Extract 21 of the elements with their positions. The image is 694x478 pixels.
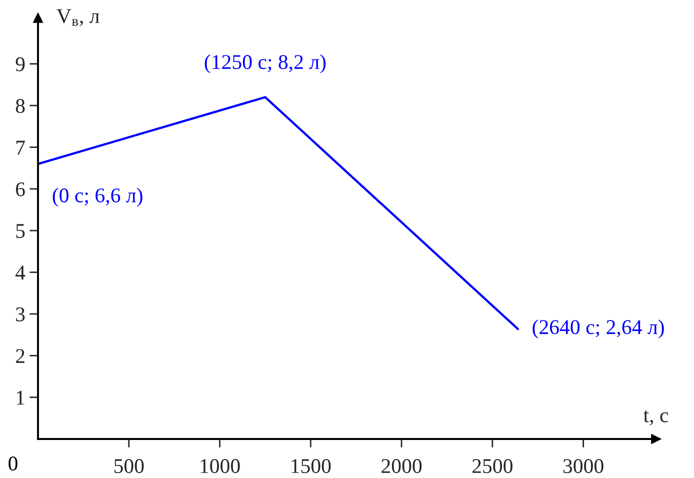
x-tick-label: 2500: [472, 459, 512, 474]
y-tick-label: 6: [16, 182, 25, 196]
x-tick-label: 2000: [382, 459, 422, 474]
annotation: (1250 с; 8,2 л): [204, 54, 326, 74]
y-tick-label: 8: [16, 98, 25, 113]
y-tick-label: 1: [16, 390, 24, 405]
x-axis-title: t, с: [643, 410, 668, 426]
x-tick-label: 1000: [200, 459, 240, 474]
x-tick-label: 3000: [563, 459, 604, 474]
x-tick-label: 1500: [292, 459, 331, 474]
annotation: (0 с; 6,6 л): [52, 188, 142, 207]
y-tick-label: 2: [16, 349, 24, 363]
text: 0: [8, 456, 18, 471]
annotation: (2640 с; 2,64 л): [532, 320, 664, 338]
y-tick-label: 9: [16, 57, 25, 72]
y-tick-label: 3: [16, 307, 25, 322]
y-tick-label: 7: [16, 140, 25, 154]
y-tick-label: 5: [16, 224, 25, 238]
x-tick-label: 500: [114, 459, 144, 474]
y-axis-title: V$_{в}$, л: [56, 9, 100, 26]
y-tick-label: 4: [15, 266, 26, 280]
